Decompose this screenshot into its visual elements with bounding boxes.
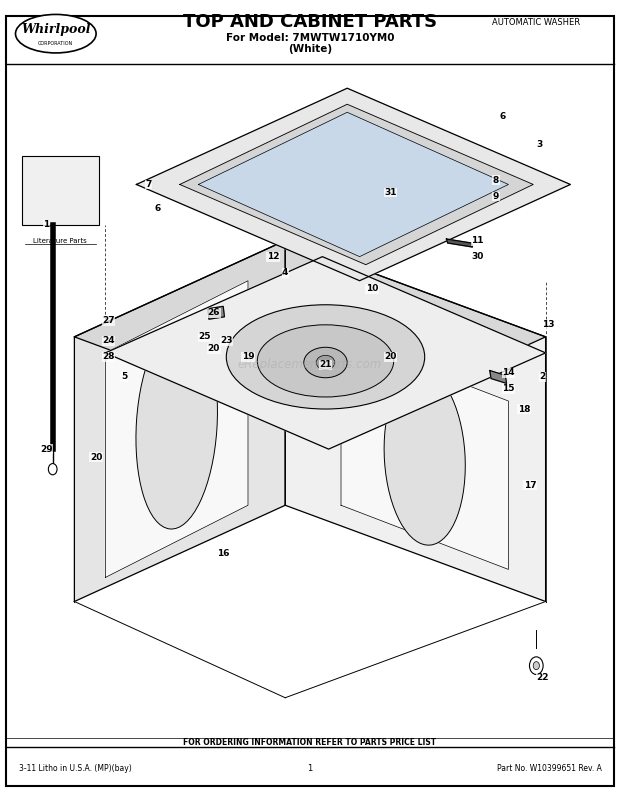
Text: 20: 20 bbox=[208, 344, 220, 354]
Text: 6: 6 bbox=[155, 204, 161, 213]
Text: Whirlpool: Whirlpool bbox=[21, 23, 91, 36]
Text: 5: 5 bbox=[121, 372, 127, 382]
Text: 4: 4 bbox=[282, 268, 288, 277]
Text: 3-11 Litho in U.S.A. (MP)(bay): 3-11 Litho in U.S.A. (MP)(bay) bbox=[19, 764, 131, 773]
Text: Literature Parts: Literature Parts bbox=[33, 237, 87, 244]
Text: CORPORATION: CORPORATION bbox=[38, 41, 73, 46]
Text: 20: 20 bbox=[384, 352, 397, 362]
Text: 11: 11 bbox=[471, 236, 484, 245]
Polygon shape bbox=[136, 88, 570, 281]
Ellipse shape bbox=[226, 305, 425, 409]
Text: 27: 27 bbox=[102, 316, 115, 326]
Text: 2: 2 bbox=[539, 372, 546, 382]
Ellipse shape bbox=[16, 14, 96, 53]
Text: 25: 25 bbox=[198, 332, 211, 342]
Polygon shape bbox=[74, 241, 546, 433]
Text: 21: 21 bbox=[319, 360, 332, 370]
Text: 10: 10 bbox=[366, 284, 378, 294]
Text: TOP AND CABINET PARTS: TOP AND CABINET PARTS bbox=[183, 14, 437, 31]
Text: 23: 23 bbox=[220, 336, 232, 346]
Polygon shape bbox=[198, 112, 508, 257]
Text: 7: 7 bbox=[146, 180, 152, 189]
Text: eReplacementParts.com: eReplacementParts.com bbox=[238, 358, 382, 371]
Text: 24: 24 bbox=[102, 336, 115, 346]
Ellipse shape bbox=[316, 355, 335, 370]
Text: 17: 17 bbox=[524, 480, 536, 490]
Bar bbox=[22, 156, 99, 225]
Text: 13: 13 bbox=[542, 320, 555, 330]
Text: 16: 16 bbox=[217, 549, 229, 558]
Polygon shape bbox=[285, 241, 546, 602]
Ellipse shape bbox=[257, 325, 394, 397]
Text: 3: 3 bbox=[536, 140, 542, 149]
Text: 28: 28 bbox=[102, 352, 115, 362]
Text: 29: 29 bbox=[40, 444, 53, 454]
Text: 31: 31 bbox=[384, 188, 397, 197]
Text: 12: 12 bbox=[267, 252, 279, 261]
Polygon shape bbox=[74, 241, 285, 602]
Polygon shape bbox=[446, 239, 472, 247]
Text: 14: 14 bbox=[502, 368, 515, 378]
Text: 26: 26 bbox=[208, 308, 220, 318]
Text: 18: 18 bbox=[518, 404, 530, 414]
Ellipse shape bbox=[384, 369, 465, 545]
Text: 19: 19 bbox=[242, 352, 254, 362]
Text: 20: 20 bbox=[90, 452, 102, 462]
Text: 8: 8 bbox=[493, 176, 499, 185]
Ellipse shape bbox=[136, 321, 218, 529]
Polygon shape bbox=[341, 337, 508, 569]
Text: For Model: 7MWTW1710YM0: For Model: 7MWTW1710YM0 bbox=[226, 33, 394, 43]
Polygon shape bbox=[490, 371, 507, 383]
Text: 9: 9 bbox=[493, 192, 499, 201]
Text: FOR ORDERING INFORMATION REFER TO PARTS PRICE LIST: FOR ORDERING INFORMATION REFER TO PARTS … bbox=[184, 738, 436, 747]
Text: 15: 15 bbox=[502, 384, 515, 394]
Polygon shape bbox=[208, 306, 224, 319]
Text: (White): (White) bbox=[288, 44, 332, 54]
Ellipse shape bbox=[529, 657, 543, 674]
Text: 30: 30 bbox=[471, 252, 484, 261]
Ellipse shape bbox=[533, 662, 539, 670]
Ellipse shape bbox=[304, 347, 347, 378]
Polygon shape bbox=[180, 104, 533, 265]
Text: 1: 1 bbox=[43, 220, 50, 229]
Polygon shape bbox=[105, 281, 248, 577]
Text: 1: 1 bbox=[308, 764, 312, 773]
Text: 22: 22 bbox=[536, 673, 549, 683]
Polygon shape bbox=[105, 257, 546, 449]
Text: 6: 6 bbox=[499, 111, 505, 121]
Ellipse shape bbox=[48, 464, 57, 475]
Text: Part No. W10399651 Rev. A: Part No. W10399651 Rev. A bbox=[497, 764, 601, 773]
Text: AUTOMATIC WASHER: AUTOMATIC WASHER bbox=[492, 18, 580, 27]
